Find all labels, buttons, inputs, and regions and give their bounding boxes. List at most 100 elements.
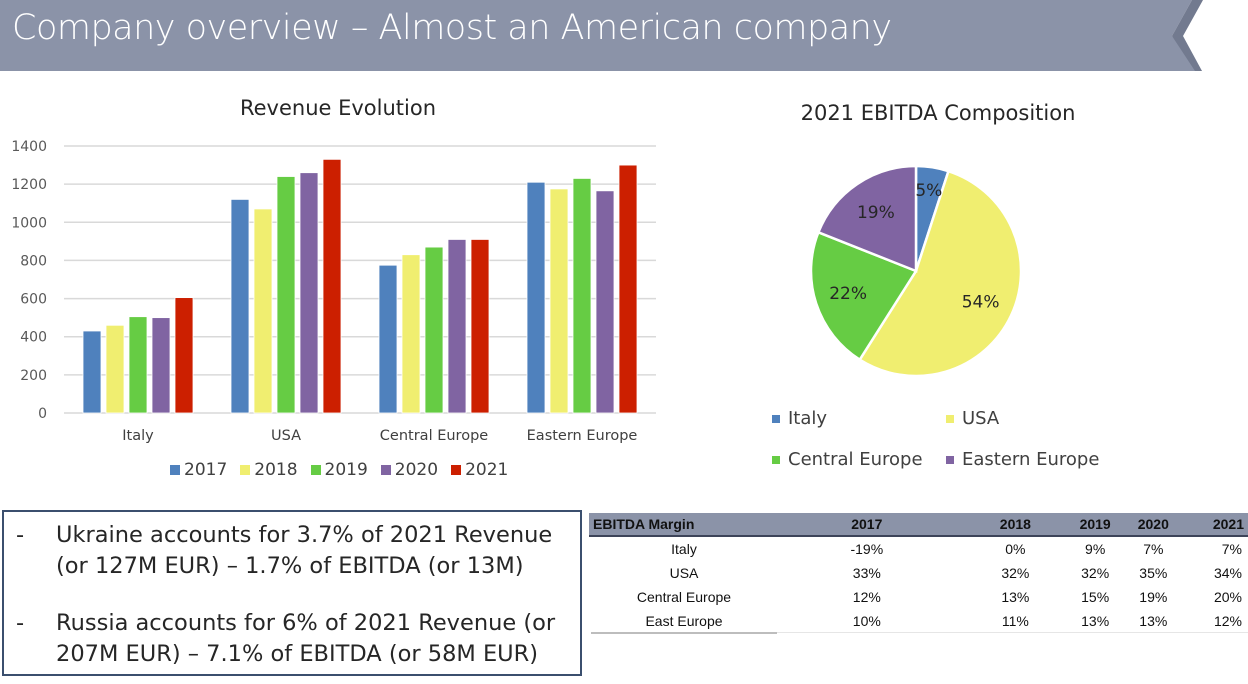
legend-label: Eastern Europe [962,449,1100,470]
row-label: East Europe [645,613,723,629]
bar-italy-2021 [174,297,194,414]
cell: 0% [1005,541,1026,557]
legend-swatch [310,465,321,475]
legend-swatch [451,465,462,475]
cell: 15% [1081,589,1110,605]
legend-swatch [946,414,954,423]
legend-label: 2017 [184,460,228,480]
bar-italy-2020 [151,317,171,414]
bar-eastern-europe-2021 [618,164,638,414]
bullet-dash: - [16,522,25,548]
table-header-2017: 2017 [779,513,915,537]
table-header-2021: 2021 [1182,513,1248,537]
cell: 10% [852,613,881,629]
bar-usa-2019 [276,176,296,414]
legend-label: Italy [788,408,828,429]
pie-slice-eastern-europe [816,164,918,273]
bar-italy-2018 [105,324,125,414]
legend-label: 2021 [465,460,509,480]
y-tick-label: 1000 [11,215,47,231]
pie-data-label: 5% [915,181,942,201]
y-tick-label: 400 [20,330,47,346]
legend-label: USA [962,408,1000,429]
y-tick-label: 1400 [11,139,47,155]
bar-eastern-europe-2017 [526,181,546,414]
cell: 32% [1001,565,1030,581]
x-tick-label: Central Europe [380,428,488,444]
cell: 19% [1139,589,1168,605]
table-header-2019: 2019 [1066,513,1125,537]
bullet-dash: - [16,610,25,636]
y-tick-label: 1200 [11,177,47,193]
bar-usa-2018 [253,208,273,414]
bar-eastern-europe-2019 [572,178,592,414]
y-tick-label: 200 [20,368,47,384]
table-row: Central Europe 12% 13% 15% 19% 20% [589,585,1248,609]
legend-label: Central Europe [788,449,923,470]
table-header-label: EBITDA Margin [589,513,779,537]
bar-eastern-europe-2018 [549,188,569,414]
cell: 12% [1213,613,1242,629]
legend-item-2020: 2020 [380,460,439,480]
cell: 34% [1213,565,1242,581]
cell: 32% [1081,565,1110,581]
legend-swatch [772,414,780,423]
table-header-2018: 2018 [914,513,1067,537]
cell: 11% [1001,613,1029,629]
row-label: USA [669,565,699,581]
y-tick-label: 0 [38,406,47,422]
bar-eastern-europe-2020 [595,190,615,414]
legend-label: 2020 [394,460,439,480]
pie-legend-item-central-europe: Central Europe [772,449,923,470]
x-tick-label: Italy [122,428,154,444]
cell: 13% [1081,613,1110,629]
row-label: Italy [671,541,697,557]
ebitda-margin-table: EBITDA Margin 2017 2018 2019 2020 2021 I… [589,513,1248,633]
note-text: Russia accounts for 6% of 2021 Revenue (… [56,610,556,667]
bar-central-europe-2017 [378,264,398,414]
pie-legend-item-italy: Italy [772,408,827,429]
cell: 12% [852,589,881,605]
pie-slice-central-europe [809,230,918,362]
x-tick-label: Eastern Europe [527,428,638,444]
bar-central-europe-2020 [447,239,467,414]
pie-legend-item-eastern-europe: Eastern Europe [946,449,1099,470]
note-text: Ukraine accounts for 3.7% of 2021 Revenu… [56,522,553,579]
bar-usa-2021 [322,158,342,414]
bar-chart-title: Revenue Evolution [239,96,437,120]
revenue-bar-chart: 0 200 400 600 800 1000 1200 1400 Italy USA Centra… [11,139,656,444]
cell: 13% [1139,613,1168,629]
legend-label: 2018 [254,460,298,480]
bar-usa-2020 [299,172,319,414]
legend-item-2017: 2017 [170,460,227,480]
bar-central-europe-2021 [470,239,490,414]
y-tick-label: 600 [20,292,47,308]
legend-label: 2019 [324,460,368,480]
bar-usa-2017 [230,198,250,414]
table-row: USA 33% 32% 32% 35% 34% [589,561,1248,585]
table-header-2020: 2020 [1124,513,1183,537]
pie-chart-title: 2021 EBITDA Composition [800,101,1076,125]
cell: 7% [1143,541,1164,557]
cell: 35% [1139,565,1168,581]
table-header-row: EBITDA Margin 2017 2018 2019 2020 2021 [589,513,1248,537]
cell: 7% [1221,541,1242,557]
cell: 9% [1085,541,1106,557]
y-tick-label: 800 [20,253,47,269]
banner-fill [0,0,1202,71]
header-banner: Company overview – Almost an American co… [0,0,1248,71]
page-title: Company overview – Almost an American co… [12,8,892,48]
x-tick-label: USA [271,428,301,444]
notes-box: - Ukraine accounts for 3.7% of 2021 Reve… [2,510,582,676]
chevron-icon [1172,0,1203,71]
table-row: Italy -19% 0% 9% 7% 7% [589,536,1248,561]
cell: 13% [1001,589,1030,605]
legend-swatch [170,465,180,475]
ebitda-pie-chart: 5% 54% 22% 19% [809,164,1023,378]
legend-swatch [946,455,954,464]
cell: 33% [852,565,881,581]
legend-item-2018: 2018 [240,460,298,480]
cell: -19% [850,541,884,557]
bar-italy-2019 [128,316,148,414]
legend-item-2019: 2019 [310,460,368,480]
